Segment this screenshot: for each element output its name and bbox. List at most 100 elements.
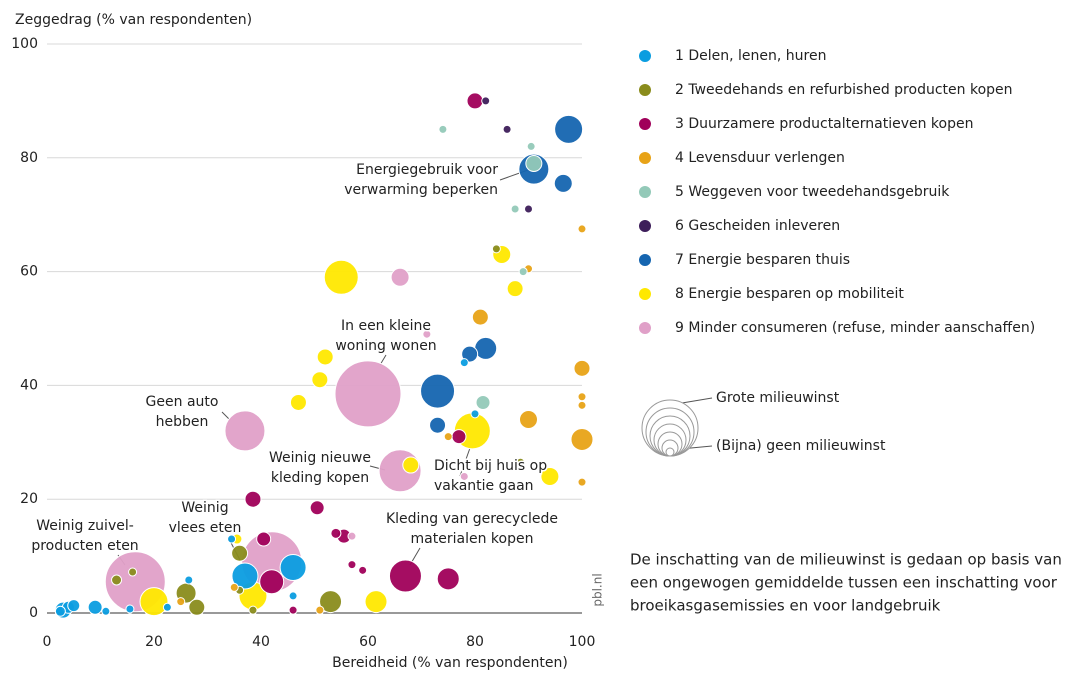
annotation: Weinig nieuwe xyxy=(269,450,371,466)
source: pbl.nl xyxy=(591,573,605,606)
annotation: In een kleine xyxy=(341,318,431,334)
legend-label: 9 Minder consumeren (refuse, minder aans… xyxy=(675,320,1035,336)
bubble xyxy=(573,359,591,377)
bubble xyxy=(125,604,135,614)
annotation: Weinig zuivel- xyxy=(36,518,134,534)
bubble xyxy=(67,599,81,613)
legend-label: 1 Delen, lenen, huren xyxy=(675,48,826,64)
bubble xyxy=(525,154,543,172)
bubble xyxy=(334,360,402,428)
legend-label: 5 Weggeven voor tweedehandsgebruik xyxy=(675,184,950,200)
bubble xyxy=(436,567,460,591)
bubble xyxy=(279,553,307,581)
size-legend-label: Grote milieuwinst xyxy=(716,390,840,406)
bubble xyxy=(553,173,573,193)
legend-label: 6 Gescheiden inleveren xyxy=(675,218,840,234)
bubble xyxy=(459,471,469,481)
annotation: Weinig xyxy=(181,500,228,516)
bubble xyxy=(388,559,422,593)
annotation: Kleding van gerecyclede xyxy=(386,511,558,527)
bubble xyxy=(459,358,469,368)
annotation: verwarming beperken xyxy=(344,182,498,198)
bubble xyxy=(577,392,587,402)
bubble xyxy=(139,587,169,617)
bubble xyxy=(176,597,186,607)
bubble xyxy=(461,345,479,363)
legend-label: 3 Duurzamere productalternatieven kopen xyxy=(675,116,973,132)
note: De inschatting van de milieuwinst is ged… xyxy=(630,551,1062,569)
annotation: producten eten xyxy=(31,538,138,554)
bubble xyxy=(475,394,491,410)
legend-label: 4 Levensduur verlengen xyxy=(675,150,845,166)
x-tick-label: 20 xyxy=(145,634,163,650)
size-legend-label: (Bijna) geen milieuwinst xyxy=(716,438,886,454)
bubble xyxy=(111,574,123,586)
y-tick-label: 80 xyxy=(20,150,38,166)
legend-marker xyxy=(639,288,651,300)
bubble xyxy=(244,490,262,508)
legend-marker xyxy=(639,322,651,334)
bubble xyxy=(515,457,525,467)
bubble xyxy=(518,267,528,277)
y-tick-label: 40 xyxy=(20,377,38,393)
y-tick-label: 0 xyxy=(29,605,38,621)
bubble xyxy=(471,308,489,326)
x-tick-label: 40 xyxy=(252,634,270,650)
bubble xyxy=(259,569,285,595)
bubble xyxy=(227,534,237,544)
bubble xyxy=(364,590,388,614)
bubble xyxy=(577,477,587,487)
x-tick-label: 100 xyxy=(569,634,596,650)
bubble xyxy=(288,605,298,615)
bubble xyxy=(224,410,266,452)
bubble xyxy=(524,204,533,214)
bubble xyxy=(402,456,420,474)
bubble xyxy=(502,124,512,134)
legend-label: 8 Energie besparen op mobiliteit xyxy=(675,286,904,302)
y-tick-label: 60 xyxy=(20,264,38,280)
bubble xyxy=(256,531,272,547)
x-axis-label: Bereidheid (% van respondenten) xyxy=(332,655,568,671)
bubble xyxy=(451,429,467,445)
bubble xyxy=(347,531,357,541)
bubble xyxy=(128,567,138,577)
bubble xyxy=(390,267,410,287)
bubble xyxy=(184,575,194,585)
bubble xyxy=(491,244,501,254)
bubble xyxy=(330,527,342,539)
size-legend xyxy=(641,399,699,457)
bubble xyxy=(311,371,329,389)
x-tick-label: 60 xyxy=(359,634,377,650)
bubble xyxy=(438,124,448,134)
bubble xyxy=(526,141,536,151)
annotation: Dicht bij huis op xyxy=(434,458,547,474)
note: broeikasgasemissies en voor landgebruik xyxy=(630,597,941,615)
y-axis-label: Zeggedrag (% van respondenten) xyxy=(15,12,252,28)
legend-marker xyxy=(639,50,651,62)
bubble xyxy=(429,416,447,434)
bubble xyxy=(474,336,498,360)
legend-marker xyxy=(639,220,651,232)
note: een ongewogen gemiddelde tussen een insc… xyxy=(630,574,1058,592)
bubble xyxy=(519,410,538,430)
x-tick-label: 0 xyxy=(43,634,52,650)
bubble xyxy=(101,606,111,616)
bubble xyxy=(540,466,560,486)
bubble xyxy=(289,393,307,411)
bubble xyxy=(316,348,334,366)
bubble xyxy=(309,500,325,516)
bubbles xyxy=(54,92,594,619)
annotation: materialen kopen xyxy=(411,531,534,547)
size-legend-circle xyxy=(665,447,675,457)
bubble xyxy=(510,204,520,214)
bubble xyxy=(570,427,594,451)
legend-marker xyxy=(639,152,651,164)
legend-marker xyxy=(639,118,651,130)
bubble xyxy=(466,92,484,110)
legend-marker xyxy=(639,84,651,96)
bubble xyxy=(422,329,432,339)
bubble xyxy=(481,96,491,106)
bubble xyxy=(188,598,206,616)
legend-label: 2 Tweedehands en refurbished producten k… xyxy=(675,82,1013,98)
bubble xyxy=(87,599,103,615)
